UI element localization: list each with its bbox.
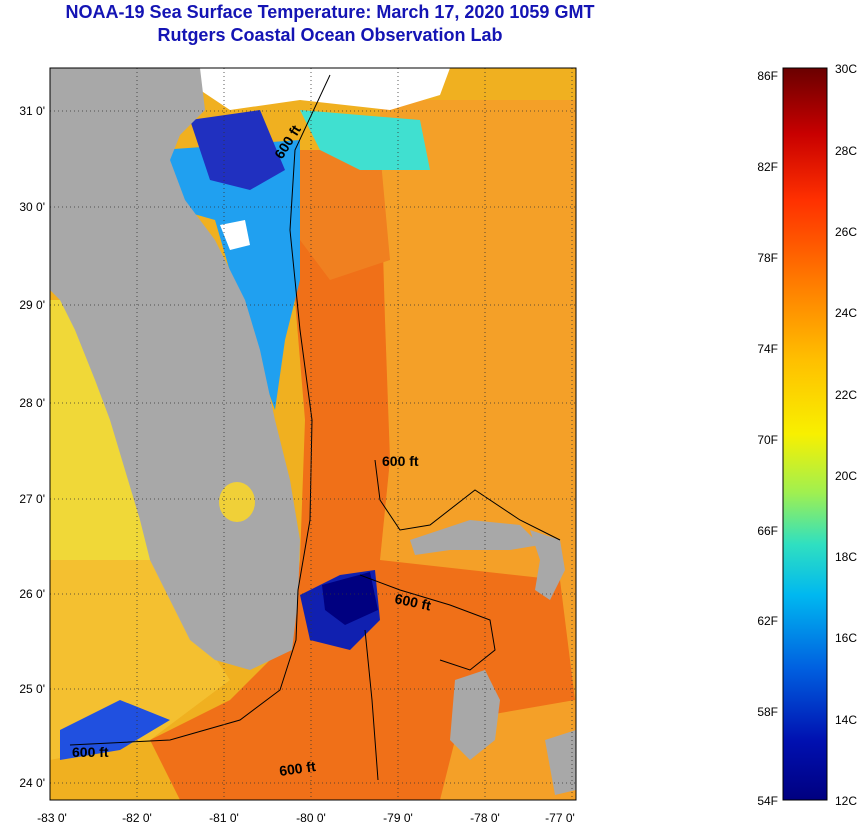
contour-label: 600 ft: [72, 744, 109, 760]
lon-tick-label: -82 0': [122, 811, 152, 825]
colorbar-c-label: 12C: [835, 794, 857, 808]
lon-tick-label: -78 0': [470, 811, 500, 825]
colorbar-f-label: 82F: [757, 160, 778, 174]
cyan-band: [300, 110, 430, 170]
contour-label: 600 ft: [393, 590, 432, 613]
andros: [450, 670, 500, 760]
colorbar-f-label: 66F: [757, 524, 778, 538]
gulf-stream: [150, 150, 575, 800]
colorbar: [782, 67, 828, 801]
colorbar-f-label: 62F: [757, 614, 778, 628]
cold-coastal: [160, 140, 300, 410]
colorbar-f-label: 74F: [757, 342, 778, 356]
map-title: NOAA-19 Sea Surface Temperature: March 1…: [65, 2, 595, 22]
lat-tick-label: 31 0': [19, 104, 45, 118]
lon-tick-label: -79 0': [383, 811, 413, 825]
colorbar-c-label: 14C: [835, 713, 857, 727]
andros-south: [545, 730, 576, 795]
colorbar-c-label: 20C: [835, 469, 857, 483]
abaco: [530, 530, 565, 600]
contour-label: 600 ft: [278, 758, 317, 779]
lon-tick-label: -80 0': [296, 811, 326, 825]
lat-tick-label: 25 0': [19, 682, 45, 696]
warm-patch-north: [300, 150, 390, 280]
colorbar-c-label: 24C: [835, 306, 857, 320]
cold-eddy-core: [322, 572, 378, 625]
contour-600ft-eddy: [359, 574, 496, 671]
cloud-patch: [220, 220, 250, 250]
lat-tick-label: 24 0': [19, 776, 45, 790]
colorbar-f-label: 58F: [757, 705, 778, 719]
lat-tick-label: 29 0': [19, 298, 45, 312]
map-subtitle: Rutgers Coastal Ocean Observation Lab: [157, 25, 503, 45]
colorbar-c-label: 28C: [835, 144, 857, 158]
contour-600ft-florida: [69, 74, 331, 746]
colorbar-c-label: 26C: [835, 225, 857, 239]
lake-okeechobee: [219, 482, 255, 522]
colorbar-f-label: 54F: [757, 794, 778, 808]
contour-600ft-south: [364, 629, 379, 781]
very-cold-coastal: [190, 110, 285, 190]
colorbar-c-label: 18C: [835, 550, 857, 564]
keys-cold: [60, 700, 170, 760]
cloud-north: [200, 68, 450, 110]
lon-tick-label: -81 0': [209, 811, 239, 825]
lat-tick-label: 28 0': [19, 396, 45, 410]
contour-label: 600 ft: [382, 453, 419, 469]
colorbar-c-label: 30C: [835, 62, 857, 76]
contour-600ft-bahamas: [374, 459, 561, 541]
lon-tick-label: -83 0': [37, 811, 67, 825]
gulf-mid: [50, 560, 230, 760]
colorbar-f-label: 70F: [757, 433, 778, 447]
lat-tick-label: 26 0': [19, 587, 45, 601]
grand-bahama: [410, 520, 540, 555]
lat-tick-label: 30 0': [19, 200, 45, 214]
lat-tick-label: 27 0': [19, 492, 45, 506]
colorbar-c-label: 16C: [835, 631, 857, 645]
lon-tick-label: -77 0': [545, 811, 575, 825]
colorbar-c-label: 22C: [835, 388, 857, 402]
map-frame: [49, 67, 577, 801]
colorbar-f-label: 86F: [757, 69, 778, 83]
colorbar-f-label: 78F: [757, 251, 778, 265]
